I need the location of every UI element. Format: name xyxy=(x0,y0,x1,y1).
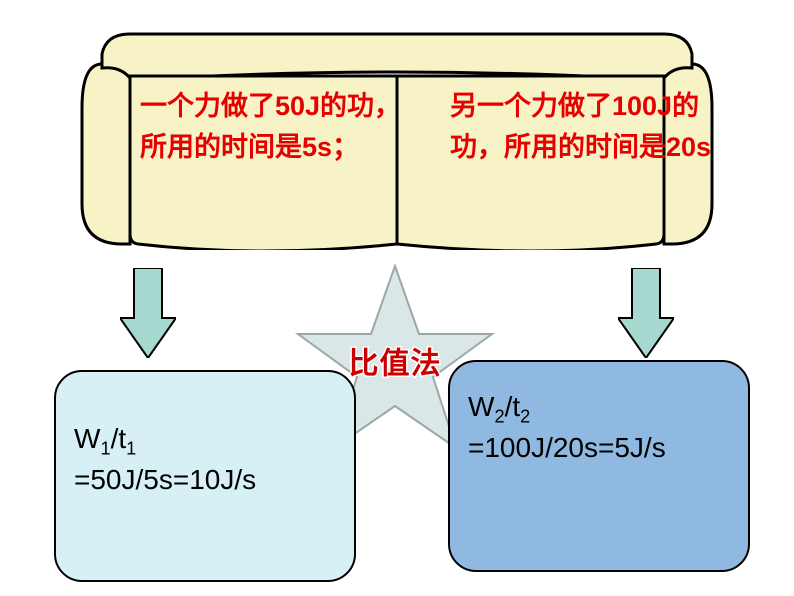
result-left-formula: W1/t1 =50J/5s=10J/s xyxy=(74,420,336,499)
result-right-W: W xyxy=(468,391,494,422)
result-left-W: W xyxy=(74,423,100,454)
result-right-Wsub: 2 xyxy=(494,407,504,427)
result-right-tsub: 2 xyxy=(520,407,530,427)
result-left-expression: =50J/5s=10J/s xyxy=(74,464,256,495)
result-left-t: t xyxy=(118,423,126,454)
cushion-left-text: 一个力做了50J的功，所用的时间是5s； xyxy=(140,86,410,167)
arrow-left xyxy=(120,268,176,358)
star-label: 比值法 xyxy=(349,338,442,382)
result-box-left: W1/t1 =50J/5s=10J/s xyxy=(54,370,356,582)
cushion-container: 一个力做了50J的功，所用的时间是5s； 另一个力做了100J的功，所用的时间是… xyxy=(80,28,714,250)
cushion-right-text: 另一个力做了100J的功，所用的时间是20s xyxy=(450,86,720,167)
result-right-expression: =100J/20s=5J/s xyxy=(468,432,666,463)
result-left-Wsub: 1 xyxy=(100,439,110,459)
result-left-tsub: 1 xyxy=(126,439,136,459)
result-right-formula: W2/t2 =100J/20s=5J/s xyxy=(468,388,730,467)
result-box-right: W2/t2 =100J/20s=5J/s xyxy=(448,360,750,572)
result-right-t: t xyxy=(512,391,520,422)
arrow-right xyxy=(618,268,674,358)
